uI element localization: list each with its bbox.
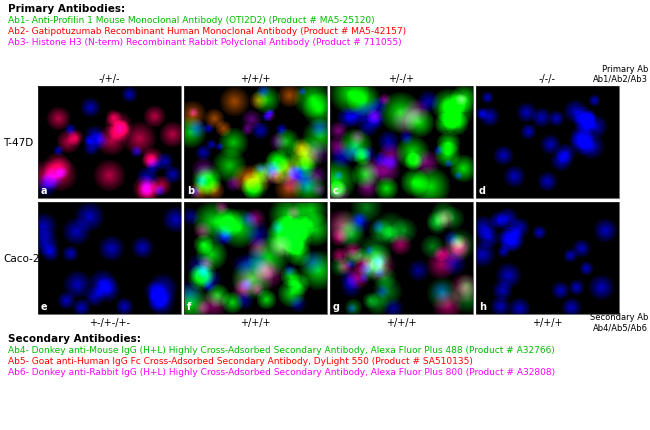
Text: -/-/-: -/-/- — [539, 74, 556, 84]
Text: Caco-2: Caco-2 — [3, 253, 40, 264]
Text: Secondary Ab
Ab4/Ab5/Ab6: Secondary Ab Ab4/Ab5/Ab6 — [590, 312, 648, 332]
Bar — [476, 203, 619, 314]
Text: f: f — [187, 301, 191, 311]
Bar — [38, 87, 181, 199]
Text: Primary Ab
Ab1/Ab2/Ab3: Primary Ab Ab1/Ab2/Ab3 — [593, 64, 648, 84]
Bar — [476, 87, 619, 199]
Text: a: a — [41, 186, 47, 196]
Text: +/+/+: +/+/+ — [240, 74, 271, 84]
Bar — [184, 87, 327, 199]
Text: +/+/+: +/+/+ — [240, 317, 271, 327]
Bar — [330, 203, 473, 314]
Text: g: g — [333, 301, 340, 311]
Text: Secondary Antibodies:: Secondary Antibodies: — [8, 333, 141, 343]
Bar — [330, 87, 473, 199]
Text: Ab4- Donkey anti-Mouse IgG (H+L) Highly Cross-Adsorbed Secondary Antibody, Alexa: Ab4- Donkey anti-Mouse IgG (H+L) Highly … — [8, 345, 555, 354]
Text: T-47D: T-47D — [3, 138, 33, 147]
Text: Ab6- Donkey anti-Rabbit IgG (H+L) Highly Cross-Adsorbed Secondary Antibody, Alex: Ab6- Donkey anti-Rabbit IgG (H+L) Highly… — [8, 367, 555, 376]
Text: +-/+-/+-: +-/+-/+- — [89, 317, 130, 327]
Text: h: h — [479, 301, 486, 311]
Text: e: e — [41, 301, 47, 311]
Text: Ab2- Gatipotuzumab Recombinant Human Monoclonal Antibody (Product # MA5-42157): Ab2- Gatipotuzumab Recombinant Human Mon… — [8, 27, 406, 36]
Text: Ab1- Anti-Profilin 1 Mouse Monoclonal Antibody (OTI2D2) (Product # MA5-25120): Ab1- Anti-Profilin 1 Mouse Monoclonal An… — [8, 16, 374, 25]
Text: Primary Antibodies:: Primary Antibodies: — [8, 4, 125, 14]
Text: b: b — [187, 186, 194, 196]
Text: -/+/-: -/+/- — [99, 74, 120, 84]
Text: c: c — [333, 186, 339, 196]
Text: Ab3- Histone H3 (N-term) Recombinant Rabbit Polyclonal Antibody (Product # 71105: Ab3- Histone H3 (N-term) Recombinant Rab… — [8, 38, 402, 47]
Text: +/+/+: +/+/+ — [386, 317, 417, 327]
Text: +/+/+: +/+/+ — [532, 317, 563, 327]
Text: Ab5- Goat anti-Human IgG Fc Cross-Adsorbed Secondary Antibody, DyLight 550 (Prod: Ab5- Goat anti-Human IgG Fc Cross-Adsorb… — [8, 356, 473, 365]
Text: d: d — [479, 186, 486, 196]
Bar — [184, 203, 327, 314]
Bar — [38, 203, 181, 314]
Text: +/-/+: +/-/+ — [389, 74, 415, 84]
